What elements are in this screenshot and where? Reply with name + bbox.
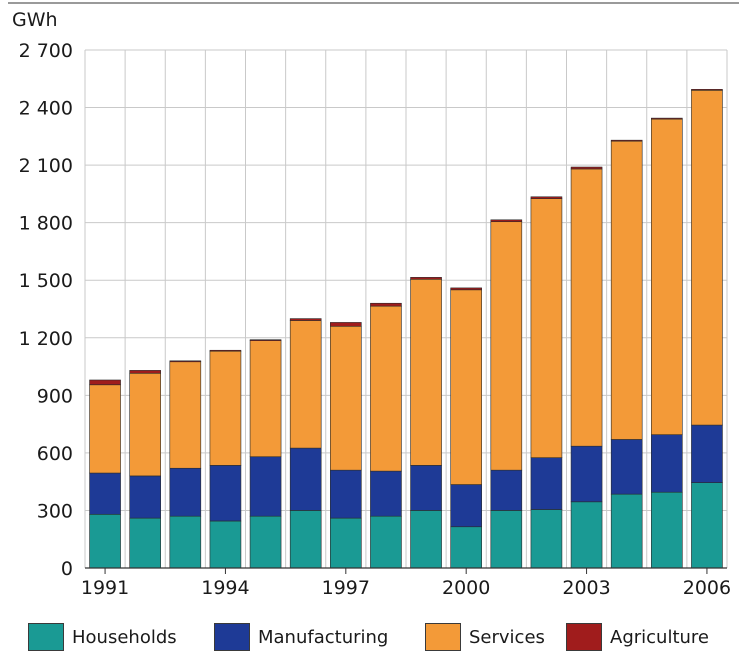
bar-segment-services-1992 [129, 372, 161, 477]
y-tick-label: 2 700 [19, 40, 73, 62]
bar-segment-services-1993 [169, 361, 202, 469]
legend: Households Manufacturing Services Agricu… [0, 622, 739, 652]
bar-segment-manufacturing-2003 [570, 445, 603, 503]
bar-segment-manufacturing-1992 [129, 475, 161, 519]
grid [84, 49, 728, 568]
legend-item-services: Services [425, 622, 545, 652]
bar-segment-services-1999 [410, 278, 442, 466]
legend-swatch-manufacturing [214, 623, 250, 651]
y-unit-label: GWh [12, 9, 58, 31]
bar-segment-households-1993 [169, 515, 202, 569]
bar-segment-agriculture-2004 [610, 139, 643, 142]
bar-segment-households-1992 [129, 517, 161, 569]
bar-segment-services-2000 [450, 289, 482, 485]
bar-segment-agriculture-2005 [651, 117, 683, 120]
bar-segment-manufacturing-2005 [651, 434, 683, 493]
y-tick-label: 2 100 [19, 155, 73, 177]
bar-segment-services-1994 [209, 350, 242, 466]
bar-segment-services-2005 [651, 118, 683, 435]
bar-segment-households-1997 [330, 517, 362, 569]
bar-segment-agriculture-1994 [209, 349, 242, 352]
legend-label-households: Households [72, 626, 177, 648]
bar-segment-households-2004 [610, 493, 643, 569]
legend-item-agriculture: Agriculture [566, 622, 709, 652]
bar-segment-households-2003 [570, 501, 603, 569]
bar-segment-services-2004 [610, 140, 643, 440]
bar-segment-agriculture-1993 [169, 360, 202, 363]
x-tick-label: 1991 [81, 577, 129, 599]
x-tick-label: 1994 [201, 577, 249, 599]
bar-segment-agriculture-2001 [490, 219, 523, 223]
bar-segment-households-2006 [691, 482, 723, 569]
bar-segment-manufacturing-2004 [610, 439, 643, 495]
y-tick-label: 2 400 [19, 98, 73, 120]
bar-segment-manufacturing-1996 [289, 447, 322, 511]
bar-segment-agriculture-1992 [129, 370, 161, 374]
x-tick-label: 2000 [442, 577, 490, 599]
bar-segment-manufacturing-1998 [370, 470, 402, 517]
bar-segment-agriculture-2006 [691, 89, 723, 91]
bar-segment-households-2005 [651, 491, 683, 569]
legend-item-households: Households [28, 622, 177, 652]
bar-segment-households-1995 [249, 515, 282, 569]
bar-segment-manufacturing-1994 [209, 465, 242, 522]
bar-segment-manufacturing-2006 [691, 424, 723, 483]
bar-segment-households-1991 [89, 513, 121, 569]
bar-segment-services-1997 [330, 325, 362, 471]
bar-segment-agriculture-2003 [570, 166, 603, 170]
x-axis-labels: 1991 1994 1997 2000 2003 2006 [81, 568, 731, 599]
legend-label-services: Services [469, 626, 545, 648]
bar-segment-manufacturing-2002 [530, 457, 563, 510]
bars [89, 89, 723, 569]
bar-segment-agriculture-1997 [330, 322, 362, 327]
legend-swatch-services [425, 623, 461, 651]
y-tick-label: 1 500 [19, 270, 73, 292]
y-tick-label: 1 800 [19, 213, 73, 235]
y-tick-label: 600 [37, 443, 73, 465]
y-tick-label: 0 [61, 558, 73, 580]
bar-segment-manufacturing-1993 [169, 467, 202, 517]
y-tick-label: 1 200 [19, 328, 73, 350]
bar-segment-agriculture-1995 [249, 339, 282, 341]
x-tick-label: 2006 [683, 577, 731, 599]
bar-segment-agriculture-1999 [410, 277, 442, 280]
bar-segment-agriculture-1996 [289, 318, 322, 321]
bar-segment-manufacturing-2001 [490, 469, 523, 511]
legend-swatch-agriculture [566, 623, 602, 651]
bar-segment-households-1996 [289, 510, 322, 569]
bar-segment-services-2001 [490, 221, 523, 471]
x-tick-label: 2003 [562, 577, 610, 599]
bar-segment-manufacturing-1997 [330, 469, 362, 519]
bar-segment-manufacturing-1995 [249, 456, 282, 517]
bar-segment-manufacturing-2000 [450, 484, 482, 528]
legend-item-manufacturing: Manufacturing [214, 622, 388, 652]
bar-segment-agriculture-2000 [450, 287, 482, 291]
bar-segment-households-1994 [209, 520, 242, 569]
bar-segment-agriculture-2002 [530, 196, 563, 199]
legend-label-agriculture: Agriculture [610, 626, 709, 648]
bar-segment-services-1991 [89, 384, 121, 474]
legend-swatch-households [28, 623, 64, 651]
bar-segment-services-2003 [570, 168, 603, 447]
bar-segment-households-2002 [530, 509, 563, 569]
y-tick-label: 300 [37, 500, 73, 522]
y-axis-labels: 0 300 600 900 1 200 1 500 1 800 2 100 2 400 2 700 [19, 40, 73, 580]
x-tick-label: 1997 [322, 577, 370, 599]
bar-segment-manufacturing-1991 [89, 472, 121, 515]
bar-segment-households-2001 [490, 510, 523, 569]
bar-segment-households-1999 [410, 510, 442, 569]
bar-segment-services-2006 [691, 89, 723, 426]
bar-segment-agriculture-1991 [89, 379, 121, 386]
bar-segment-services-1996 [289, 320, 322, 449]
y-tick-label: 900 [37, 385, 73, 407]
bar-segment-households-1998 [370, 515, 402, 569]
stacked-bar-chart: GWh 0 300 600 900 1 200 1 500 1 800 2 100 2 400 2… [8, 2, 739, 599]
bar-segment-agriculture-1998 [370, 302, 402, 307]
bar-segment-services-1998 [370, 305, 402, 472]
bar-segment-households-2000 [450, 526, 482, 569]
bar-segment-services-2002 [530, 198, 563, 458]
legend-label-manufacturing: Manufacturing [258, 626, 389, 648]
bar-segment-services-1995 [249, 340, 282, 458]
bar-segment-manufacturing-1999 [410, 465, 442, 511]
